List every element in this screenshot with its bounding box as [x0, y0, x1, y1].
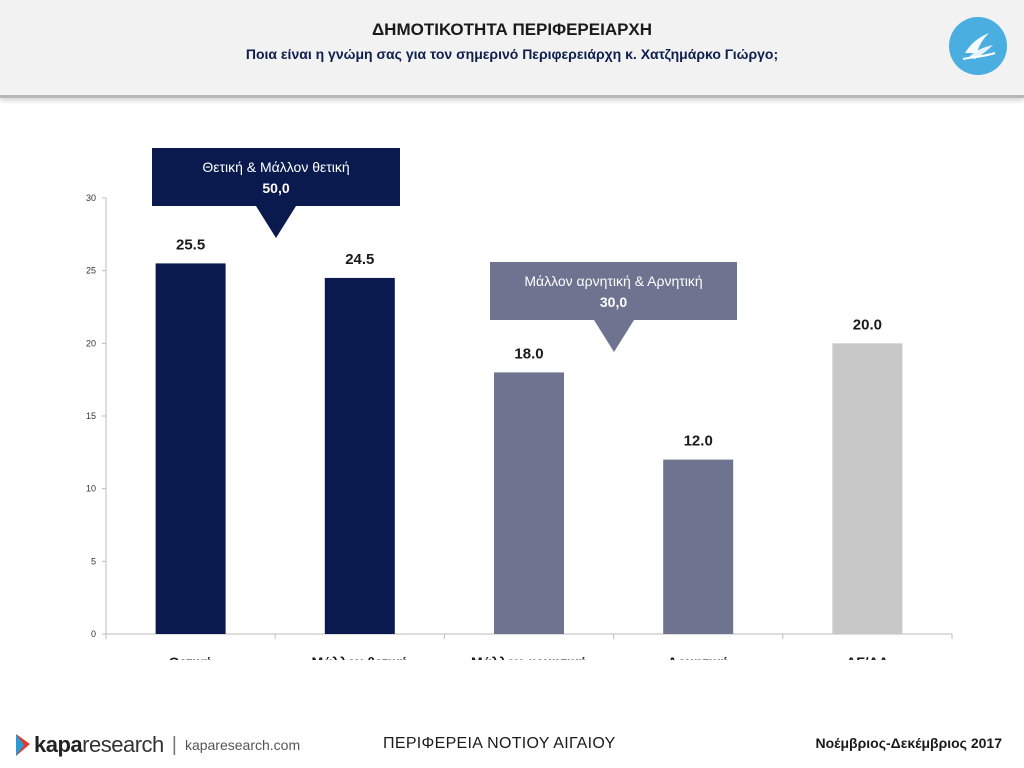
region-name: ΠΕΡΙΦΕΡΕΙΑ ΝΟΤΙΟΥ ΑΙΓΑΙΟΥ: [383, 735, 616, 752]
callout-negative-value: 30,0: [600, 294, 627, 310]
callout-positive-label: Θετική & Μάλλον θετική: [202, 159, 349, 175]
down-arrow-icon: [256, 206, 296, 238]
y-tick-label: 20: [86, 338, 96, 348]
region-emblem-icon: [949, 17, 1007, 75]
callout-positive-box: [152, 148, 400, 206]
x-tick-label: Θετική: [169, 654, 213, 660]
down-arrow-icon: [594, 320, 634, 352]
data-label: 20.0: [853, 316, 882, 333]
x-tick-label: ΔΓ/ΔΑ: [846, 654, 889, 660]
y-tick-label: 15: [86, 411, 96, 421]
bar: [832, 343, 903, 634]
callout-negative-box: [490, 262, 737, 320]
brand-url: kaparesearch.com: [184, 737, 301, 753]
callout-negative-label: Μάλλον αρνητική & Αρνητική: [524, 273, 702, 289]
bar: [663, 459, 734, 634]
x-tick-label: Αρνητική: [667, 654, 729, 660]
callout-positive-value: 50,0: [262, 180, 289, 196]
bar-chart: 0 5 10 15 20 25 30 25.5 Θετική 24.5 Μάλλον θετική 1…: [86, 148, 953, 660]
bar: [494, 372, 564, 634]
brand-separator: |: [171, 733, 177, 756]
y-tick-label: 0: [91, 629, 96, 639]
bar: [324, 277, 395, 634]
header-bar: ΔΗΜΟΤΙΚΟΤΗΤΑ ΠΕΡΙΦΕΡΕΙΑΡΧΗ Ποια είναι η …: [0, 0, 1024, 98]
x-tick-label: Μάλλον θετική: [311, 654, 408, 660]
survey-period: Νοέμβριος-Δεκέμβριος 2017: [815, 735, 1003, 751]
data-label: 24.5: [345, 251, 374, 268]
data-label: 18.0: [514, 345, 543, 362]
y-tick-label: 5: [91, 556, 96, 566]
y-tick-label: 30: [86, 193, 96, 203]
page-subtitle: Ποια είναι η γνώμη σας για τον σημερινό …: [245, 46, 779, 62]
y-tick-label: 25: [86, 266, 96, 276]
data-label: 25.5: [176, 236, 205, 253]
x-tick-label: Μάλλον αρνητική: [471, 654, 587, 660]
bar: [155, 263, 226, 634]
kapa-logo-icon: [16, 734, 30, 756]
brand-name: kaparesearch: [34, 732, 164, 757]
y-tick-label: 10: [86, 484, 96, 494]
page-title: ΔΗΜΟΤΙΚΟΤΗΤΑ ΠΕΡΙΦΕΡΕΙΑΡΧΗ: [371, 20, 653, 39]
data-label: 12.0: [684, 433, 713, 450]
brand-logo: kaparesearch | kaparesearch.com: [12, 728, 300, 762]
